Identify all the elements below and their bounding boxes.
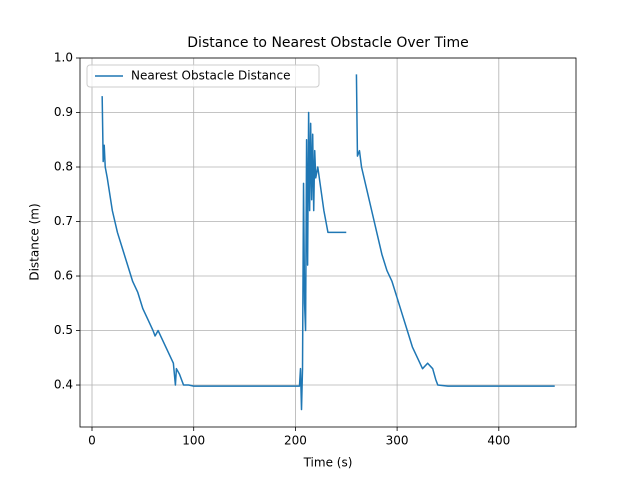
chart-title: Distance to Nearest Obstacle Over Time <box>187 35 468 51</box>
y-tick-label: 0.6 <box>54 269 73 283</box>
legend-box <box>86 64 320 88</box>
x-tick-label: 300 <box>386 434 409 448</box>
x-tick-label: 400 <box>487 434 510 448</box>
x-tick-label: 200 <box>284 434 307 448</box>
y-axis-label: Distance (m) <box>28 203 42 280</box>
y-tick-label: 0.7 <box>54 214 73 228</box>
y-tick-label: 0.5 <box>54 323 73 337</box>
data-line <box>101 74 555 411</box>
plot-frame <box>79 57 577 428</box>
x-tick-label: 100 <box>182 434 205 448</box>
y-tick-label: 0.8 <box>54 160 73 174</box>
y-tick-label: 0.4 <box>54 378 73 392</box>
y-tick-label: 1.0 <box>54 51 73 65</box>
x-axis-label: Time (s) <box>303 456 353 470</box>
legend-label: Nearest Obstacle Distance <box>131 69 291 83</box>
y-tick-label: 0.9 <box>54 105 73 119</box>
x-tick-label: 0 <box>88 434 96 448</box>
